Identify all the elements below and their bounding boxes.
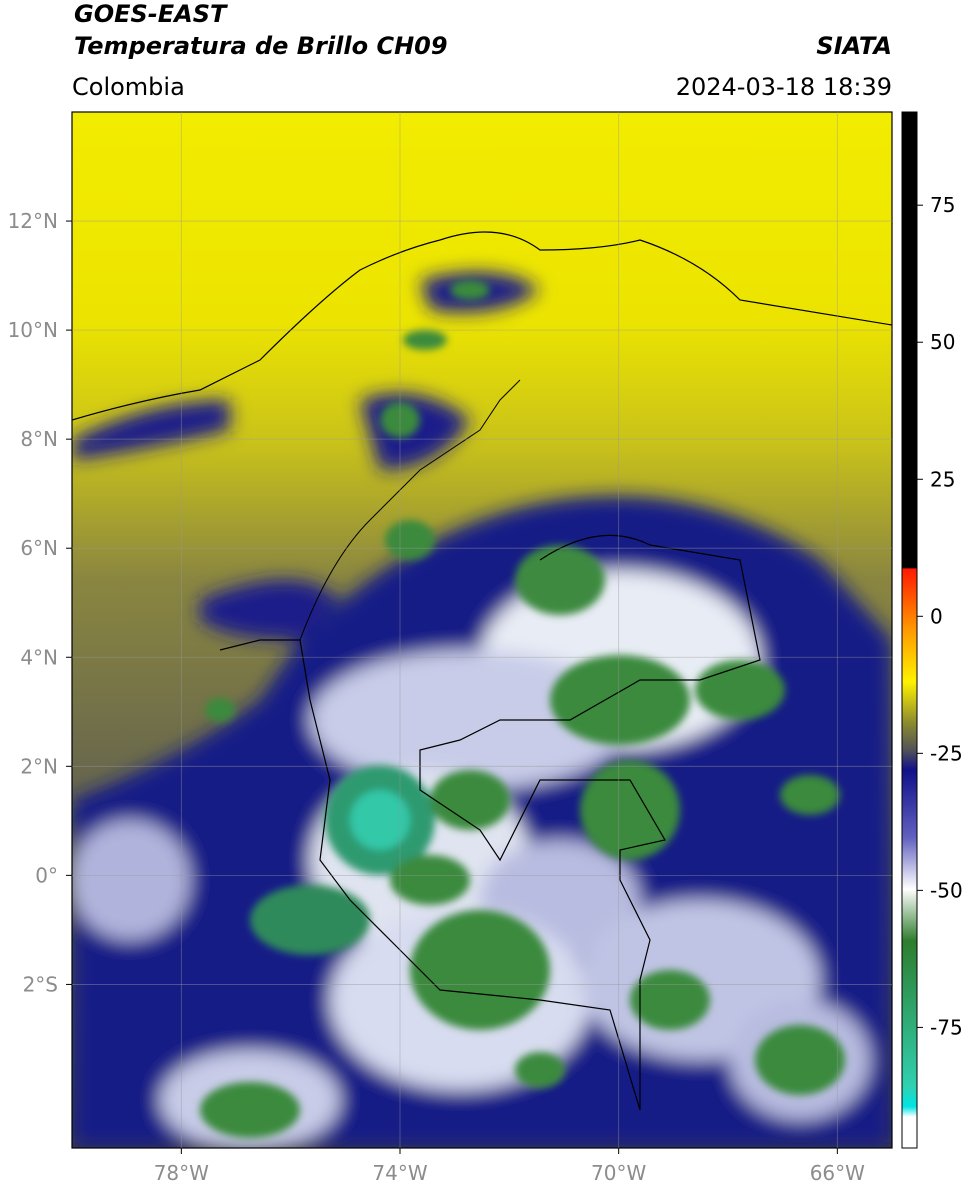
colorbar-label: 50 (930, 330, 955, 354)
lon-label: 74°W (372, 1161, 427, 1185)
title: GOES-EAST (74, 0, 228, 28)
colorbar-label: 25 (930, 467, 955, 491)
lat-label: 6°N (20, 536, 58, 560)
lon-label: 70°W (591, 1161, 646, 1185)
colorbar-label: -50 (930, 878, 963, 902)
lon-label: 66°W (810, 1161, 865, 1185)
lat-label: 0° (35, 863, 58, 887)
colorbar-label: 75 (930, 193, 955, 217)
lat-label: 2°S (23, 972, 58, 996)
title: Temperatura de Brillo CH09 (74, 32, 448, 60)
lon-label: 78°W (154, 1161, 209, 1185)
datetime: 2024-03-18 18:39 (676, 73, 892, 101)
region: Colombia (72, 73, 185, 101)
colorbar-label: -25 (930, 741, 963, 765)
lat-label: 10°N (8, 318, 58, 342)
satellite-image (72, 112, 892, 1148)
lat-label: 4°N (20, 645, 58, 669)
colorbar-label: -75 (930, 1015, 963, 1039)
colorbar (901, 111, 918, 1149)
lat-label: 12°N (8, 209, 58, 233)
map-frame (71, 111, 893, 1149)
colorbar-label: 0 (930, 604, 943, 628)
lat-label: 2°N (20, 754, 58, 778)
graticule (72, 112, 892, 1148)
source: SIATA (816, 32, 892, 60)
lat-label: 8°N (20, 427, 58, 451)
